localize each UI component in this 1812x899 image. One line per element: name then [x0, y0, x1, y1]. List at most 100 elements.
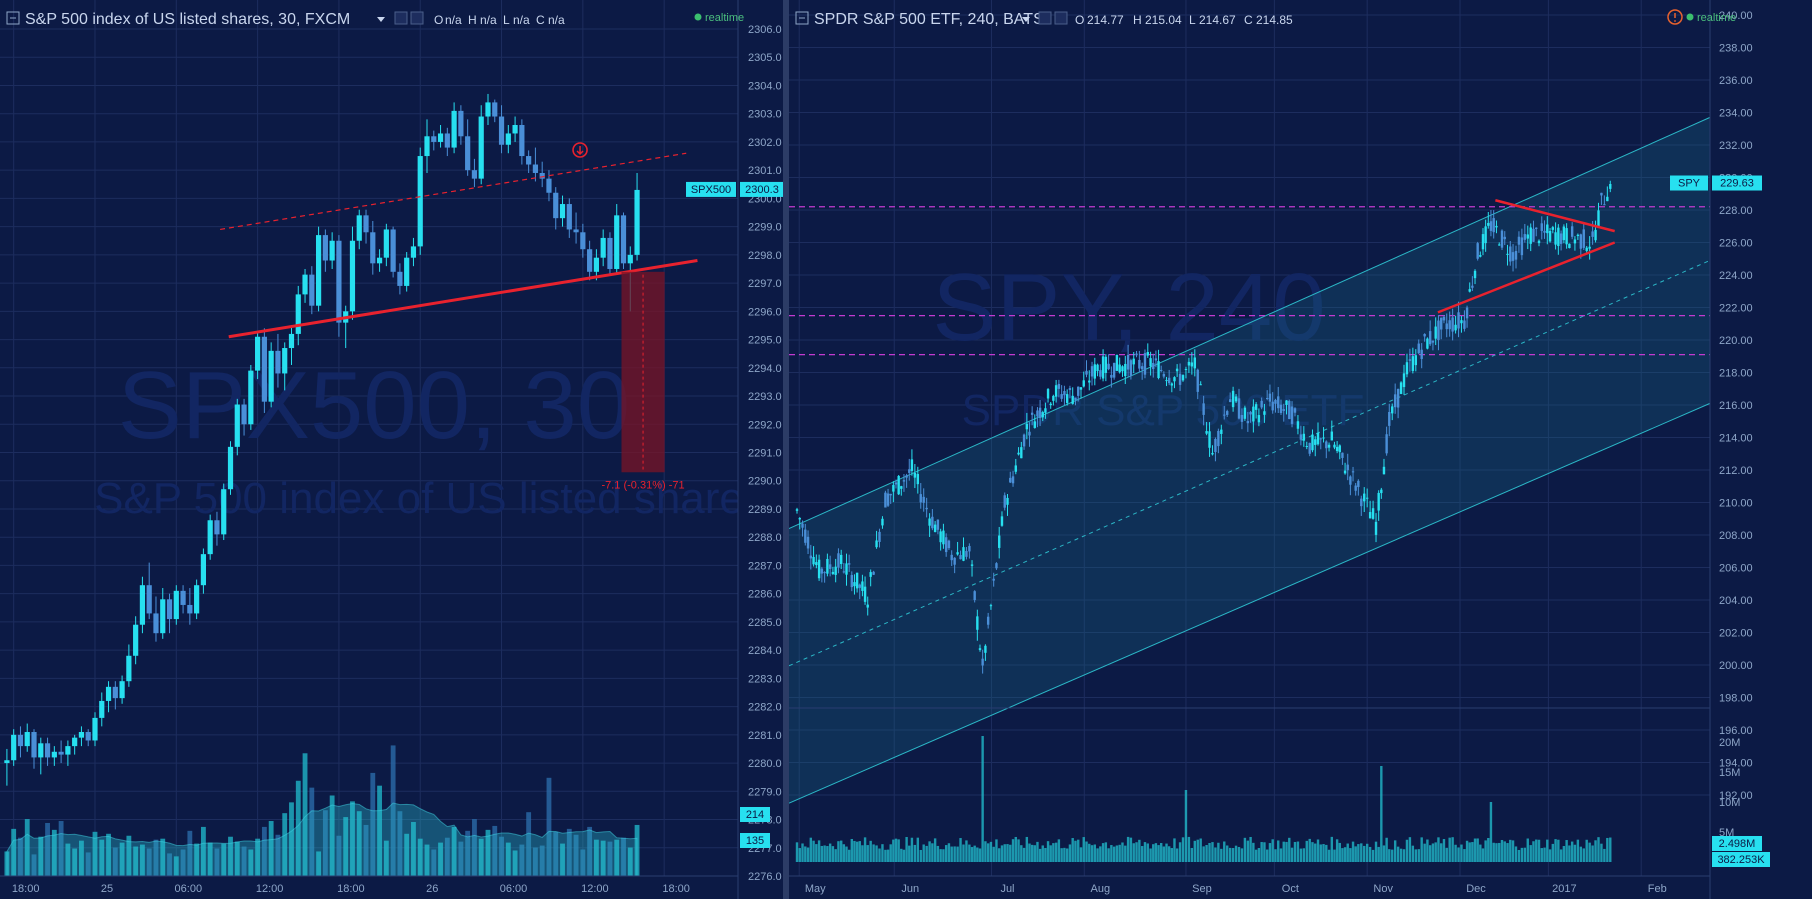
warning-icon[interactable] [1667, 9, 1683, 25]
chevron-down-icon[interactable] [1022, 17, 1030, 22]
alert-marker-icon[interactable] [572, 142, 588, 158]
right-volume-bar [1520, 847, 1524, 862]
right-volume-bar [1049, 845, 1052, 862]
left-volume-bar [255, 838, 261, 876]
right-candle-body [981, 658, 984, 666]
right-volume-bar [1085, 841, 1088, 862]
right-volume-bar [878, 848, 881, 862]
right-volume-bar [1535, 839, 1538, 862]
right-candle-body [1115, 354, 1119, 371]
right-volume-bar [1506, 843, 1509, 862]
right-ohlc-close-key: C [1244, 13, 1253, 27]
left-time-scale[interactable]: 18:00 25 06:00 12:00 18:00 26 06:00 12:00 18:00 [0, 875, 738, 895]
left-symbol-title[interactable]: S&P 500 index of US listed shares, 30, F… [25, 11, 350, 28]
close-icon[interactable] [410, 11, 424, 25]
right-volume-bar [908, 845, 911, 862]
right-price-tick-label: 238.00 [1719, 43, 1753, 55]
right-candle-body [1330, 431, 1334, 441]
left-price-range-measure[interactable]: -7.1 (-0.31%) -71 [601, 271, 685, 491]
right-candle-body [869, 572, 872, 577]
left-candle-body [383, 229, 389, 258]
right-candle-body [1302, 433, 1306, 441]
right-volume-bar [853, 840, 856, 862]
right-volume-bar [1335, 839, 1339, 862]
left-candle-body [173, 590, 179, 620]
left-dashed-trendline[interactable] [220, 152, 687, 231]
right-candle-body [809, 555, 813, 559]
left-candle-body [444, 133, 450, 148]
close-icon[interactable] [1054, 11, 1068, 25]
right-volume-bar [1082, 837, 1085, 862]
right-candle-body [1582, 229, 1585, 248]
right-triangle-pattern[interactable] [1437, 199, 1616, 314]
chevron-down-icon[interactable] [377, 17, 385, 22]
right-candle-body [1140, 366, 1144, 370]
right-candle-body [1314, 439, 1317, 445]
right-volume-bar [1568, 845, 1571, 862]
right-symbol-title[interactable]: SPDR S&P 500 ETF, 240, BATS [814, 11, 1044, 28]
pane-divider[interactable] [783, 0, 789, 899]
right-candle-body [1327, 444, 1331, 448]
right-candle-body [858, 584, 861, 588]
right-candle-body [1585, 247, 1588, 251]
left-price-scale[interactable]: 2276.02277.02278.02279.02280.02281.02282… [737, 0, 783, 899]
right-candle-body [1000, 516, 1004, 526]
left-volume-bar [316, 851, 322, 876]
left-chart-pane[interactable]: SPX500, 30 S&P 500 index of US listed sh… [0, 0, 783, 899]
right-price-scale-bg [1710, 0, 1812, 899]
right-candle-body [1260, 400, 1263, 408]
right-volume-bar [998, 848, 1001, 862]
right-volume-bar [1115, 845, 1119, 862]
triangle-lower-line[interactable] [1437, 241, 1616, 314]
right-candle-body [1408, 359, 1412, 361]
left-price-tick-label: 2305.0 [748, 52, 782, 64]
left-candle-body [465, 136, 471, 171]
right-candle-body [1468, 289, 1471, 292]
right-volume-bar [1385, 837, 1388, 862]
left-volume-bar [458, 841, 464, 876]
left-support-trendline[interactable] [228, 259, 698, 339]
right-time-scale[interactable]: May Jun Jul Aug Sep Oct Nov Dec 2017 Feb [789, 875, 1710, 895]
right-volume-bar [1411, 845, 1415, 862]
right-volume-bar [953, 846, 956, 862]
left-volume-bar [65, 843, 71, 876]
right-volume-bar [1199, 838, 1202, 862]
right-volume-bar [1214, 847, 1217, 862]
right-candle-body [995, 563, 998, 569]
channel-upper-line[interactable] [789, 116, 1711, 529]
right-candle-body [894, 482, 898, 485]
right-chart-pane[interactable]: SPY, 240 SPDR S&P 500 ETF 192.00194.0019… [789, 0, 1812, 899]
right-candle-body [908, 469, 911, 473]
right-candle-body [1129, 360, 1133, 376]
left-volume-bar [99, 839, 105, 876]
triangle-upper-line[interactable] [1495, 199, 1616, 233]
right-price-scale[interactable]: 192.00 194.00 196.00 198.00 200.00 202.00 204.… [1709, 0, 1812, 899]
right-volume-bar [866, 845, 869, 862]
right-volume-bar [1426, 839, 1429, 862]
left-volume-bar [92, 831, 98, 876]
left-candle-body [349, 240, 356, 312]
right-parallel-channel[interactable] [789, 116, 1711, 804]
left-candle-body [390, 229, 396, 272]
right-candle-body [1559, 233, 1563, 244]
left-volume-bar [478, 838, 484, 876]
collapse-icon[interactable] [6, 11, 20, 25]
left-volume-bar [451, 826, 457, 876]
right-volume-bar [989, 841, 993, 862]
right-watermark-symbol: SPY, 240 [932, 254, 1325, 361]
right-candle-body [1374, 521, 1378, 535]
left-price-tick-label: 2281.0 [748, 730, 782, 742]
settings-icon[interactable] [1038, 11, 1052, 25]
left-price-tick-label: 2286.0 [748, 589, 782, 601]
right-horizontal-levels[interactable] [789, 206, 1710, 356]
left-volume-bar [24, 819, 30, 876]
settings-icon[interactable] [394, 11, 408, 25]
left-candle-body [519, 124, 525, 157]
right-candle-body [1473, 270, 1477, 279]
left-volume-bar [322, 810, 328, 876]
right-volume-bar [847, 849, 851, 862]
right-time-tick-label: Oct [1282, 883, 1299, 895]
collapse-icon[interactable] [795, 11, 809, 25]
channel-lower-line[interactable] [789, 402, 1711, 804]
